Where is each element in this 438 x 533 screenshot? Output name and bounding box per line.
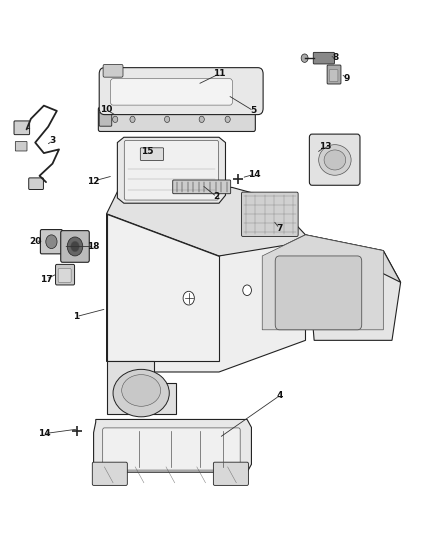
Polygon shape xyxy=(305,235,401,282)
FancyBboxPatch shape xyxy=(275,256,362,330)
Circle shape xyxy=(130,116,135,123)
FancyBboxPatch shape xyxy=(40,230,63,254)
FancyBboxPatch shape xyxy=(99,107,255,132)
Text: 14: 14 xyxy=(38,429,50,438)
Circle shape xyxy=(71,241,79,252)
FancyBboxPatch shape xyxy=(99,68,263,115)
FancyBboxPatch shape xyxy=(313,52,335,64)
FancyBboxPatch shape xyxy=(15,141,27,151)
Ellipse shape xyxy=(319,144,351,175)
Text: 18: 18 xyxy=(87,242,100,251)
Text: 4: 4 xyxy=(276,391,283,400)
Ellipse shape xyxy=(113,369,169,417)
Text: 13: 13 xyxy=(319,142,331,151)
Circle shape xyxy=(243,285,251,295)
Text: 20: 20 xyxy=(29,237,42,246)
FancyBboxPatch shape xyxy=(56,264,74,285)
Text: 7: 7 xyxy=(276,224,283,233)
Circle shape xyxy=(46,235,57,248)
FancyBboxPatch shape xyxy=(103,64,123,77)
Circle shape xyxy=(199,116,204,123)
FancyBboxPatch shape xyxy=(99,112,112,126)
FancyBboxPatch shape xyxy=(58,269,71,282)
Polygon shape xyxy=(106,214,219,361)
Polygon shape xyxy=(106,214,305,372)
FancyBboxPatch shape xyxy=(92,462,127,486)
Text: 2: 2 xyxy=(214,192,220,201)
Polygon shape xyxy=(106,361,176,414)
Text: 12: 12 xyxy=(87,176,100,185)
Text: 9: 9 xyxy=(343,74,350,83)
Polygon shape xyxy=(262,235,383,330)
Polygon shape xyxy=(117,138,226,203)
FancyBboxPatch shape xyxy=(102,428,240,470)
Circle shape xyxy=(301,54,308,62)
Text: 3: 3 xyxy=(49,136,56,146)
Text: 8: 8 xyxy=(332,53,339,62)
FancyBboxPatch shape xyxy=(309,134,360,185)
FancyBboxPatch shape xyxy=(327,65,341,84)
Polygon shape xyxy=(94,419,251,472)
Polygon shape xyxy=(106,188,305,256)
FancyBboxPatch shape xyxy=(140,148,164,160)
Circle shape xyxy=(67,237,83,256)
Circle shape xyxy=(225,116,230,123)
FancyBboxPatch shape xyxy=(329,70,338,82)
Text: 14: 14 xyxy=(248,169,261,179)
Polygon shape xyxy=(305,235,401,341)
Text: 11: 11 xyxy=(213,69,225,78)
FancyBboxPatch shape xyxy=(213,462,248,486)
FancyBboxPatch shape xyxy=(110,79,233,105)
Text: 17: 17 xyxy=(40,274,52,284)
Text: 1: 1 xyxy=(73,312,79,321)
FancyBboxPatch shape xyxy=(14,121,30,135)
Text: 5: 5 xyxy=(251,107,257,116)
Circle shape xyxy=(165,116,170,123)
Text: 10: 10 xyxy=(100,106,113,115)
FancyBboxPatch shape xyxy=(61,231,89,262)
Ellipse shape xyxy=(122,375,161,406)
Circle shape xyxy=(183,292,194,305)
FancyBboxPatch shape xyxy=(241,192,298,237)
Text: 15: 15 xyxy=(141,147,154,156)
Circle shape xyxy=(113,116,118,123)
FancyBboxPatch shape xyxy=(29,178,43,190)
FancyBboxPatch shape xyxy=(124,140,219,200)
Ellipse shape xyxy=(324,150,346,170)
FancyBboxPatch shape xyxy=(173,180,231,193)
